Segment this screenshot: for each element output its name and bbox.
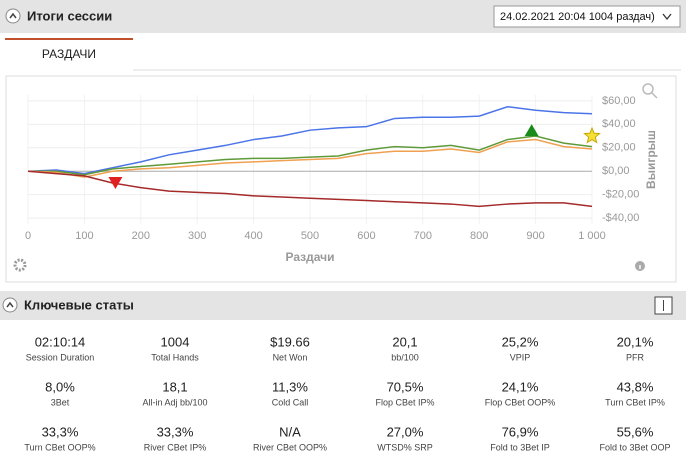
y-tick-label: $40,00 (602, 118, 636, 130)
marker (524, 124, 539, 137)
collapse-button[interactable] (5, 8, 21, 24)
stat-value: 27,0% (387, 424, 424, 439)
stat-label: Turn CBet OOP% (24, 442, 95, 452)
settings-icon[interactable] (13, 258, 27, 272)
collapse-icon (9, 12, 17, 19)
stats-title: Ключевые статы (24, 297, 134, 312)
series-line (27, 170, 593, 208)
stat-label: All-in Adj bb/100 (142, 397, 207, 407)
series-line (28, 135, 593, 176)
stat-label: Session Duration (26, 352, 95, 362)
y-tick-label: $60,00 (602, 95, 636, 107)
stats-collapse-icon (6, 301, 14, 308)
stat-label: Turn CBet IP% (605, 397, 665, 407)
y-tick-label: -$40,00 (602, 212, 639, 224)
chart-frame (5, 75, 677, 283)
stat-value: 8,0% (45, 379, 75, 394)
marker (108, 176, 123, 189)
stat-value: 18,1 (162, 379, 187, 394)
x-tick-label: 400 (244, 230, 262, 242)
stat-value: 33,3% (157, 424, 194, 439)
x-axis-label: Раздачи (286, 250, 335, 264)
series-line (27, 105, 593, 175)
stat-label: VPIP (510, 352, 531, 362)
stat-label: River CBet OOP% (253, 442, 327, 452)
tab-label: РАЗДАЧИ (42, 47, 96, 61)
stat-value: 55,6% (617, 424, 654, 439)
stat-value: 20,1 (392, 334, 417, 349)
y-tick-label: $20,00 (602, 142, 636, 154)
marker (583, 126, 601, 144)
stat-label: Flop CBet IP% (375, 397, 434, 407)
dropdown-arrow (662, 13, 672, 21)
stat-value: 1004 (161, 334, 190, 349)
stat-value: 33,3% (42, 424, 79, 439)
stats-grid: 02:10:14 Session Duration 1004 Total Hands $… (24, 334, 670, 452)
stat-value: 25,2% (502, 334, 539, 349)
stat-label: Cold Call (272, 397, 309, 407)
stat-label: Fold to 3Bet OOP (599, 442, 670, 452)
info-glyph (639, 265, 641, 269)
x-tick-label: 0 (25, 230, 31, 242)
stat-label: River CBet IP% (144, 442, 207, 452)
stats-collapse-button[interactable] (2, 297, 18, 313)
session-dropdown[interactable] (493, 5, 681, 28)
stat-label: PFR (626, 352, 645, 362)
x-tick-label: 100 (75, 230, 93, 242)
x-tick-label: 500 (301, 230, 319, 242)
stat-value: $19.66 (270, 334, 310, 349)
stat-value: 20,1% (617, 334, 654, 349)
x-tick-label: 600 (357, 230, 375, 242)
stat-value: 11,3% (272, 379, 308, 394)
tab[interactable] (5, 38, 133, 70)
stat-label: Net Won (273, 352, 308, 362)
zoom-icon[interactable] (642, 83, 654, 95)
chart: 0 100 200 300 400 500 600 700 800 900 1 000 $60,00 $… (25, 95, 658, 264)
x-tick-label: 200 (132, 230, 150, 242)
stat-label: Total Hands (151, 352, 199, 362)
stat-value: 70,5% (387, 379, 424, 394)
stat-value: 02:10:14 (35, 334, 86, 349)
y-axis-label: Выигрыш (644, 130, 658, 189)
x-tick-label: 300 (188, 230, 206, 242)
stat-label: Fold to 3Bet IP (490, 442, 550, 452)
stats-header (0, 291, 686, 320)
stat-label: WTSD% SRP (377, 442, 433, 452)
y-tick-label: -$20,00 (602, 189, 639, 201)
series-line (27, 138, 593, 178)
x-tick-label: 900 (526, 230, 544, 242)
x-tick-label: 1 000 (578, 230, 606, 242)
stat-value: 24,1% (502, 379, 539, 394)
session-select: 24.02.2021 20:04 1004 раздач) (500, 11, 655, 23)
stat-label: Flop CBet OOP% (485, 397, 556, 407)
stat-value: N/A (279, 424, 301, 439)
y-tick-label: $0,00 (602, 165, 630, 177)
stat-label: 3Bet (51, 397, 70, 407)
x-tick-label: 800 (470, 230, 488, 242)
stat-label: bb/100 (391, 352, 419, 362)
zoom-handle (651, 92, 658, 99)
header-title: Итоги сессии (27, 8, 112, 23)
stat-value: 43,8% (617, 379, 654, 394)
x-tick-label: 700 (414, 230, 432, 242)
stat-value: 76,9% (502, 424, 539, 439)
